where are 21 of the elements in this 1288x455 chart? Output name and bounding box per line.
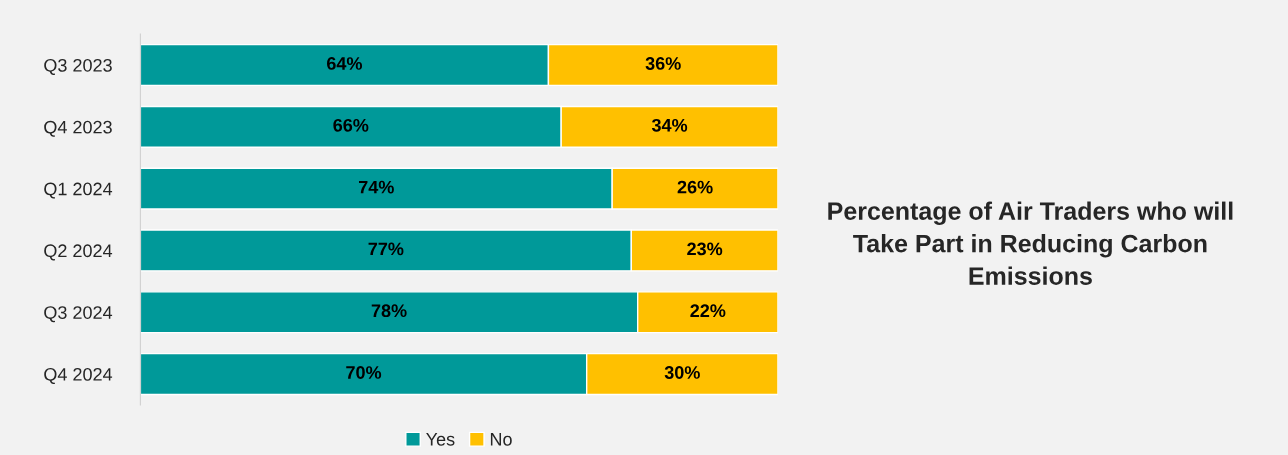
- data-label: 77%: [368, 242, 404, 256]
- y-tick-label: Q4 2024: [44, 367, 113, 384]
- y-tick-label: Q1 2024: [44, 182, 113, 199]
- y-tick-label: Q2 2024: [44, 244, 113, 261]
- data-label: 74%: [359, 180, 394, 194]
- legend-label: Yes: [426, 433, 455, 446]
- y-tick-label: Q3 2024: [44, 306, 113, 323]
- data-label: 36%: [645, 57, 681, 70]
- text: Percentage of Air Traders who will Take Part in Reducing Carbon Emissions: [828, 201, 1233, 285]
- data-label: 34%: [651, 118, 688, 132]
- y-tick-label: Q3 2023: [44, 58, 112, 75]
- data-label: 64%: [327, 57, 362, 70]
- data-label: 22%: [690, 304, 726, 318]
- data-label: 70%: [346, 366, 382, 379]
- legend-label: No: [490, 433, 512, 446]
- y-tick-label: Q4 2023: [44, 120, 112, 137]
- data-label: 78%: [371, 304, 407, 318]
- data-label: 66%: [333, 118, 369, 132]
- data-label: 30%: [664, 366, 700, 379]
- data-label: 23%: [687, 242, 723, 256]
- data-label: 26%: [677, 180, 713, 194]
